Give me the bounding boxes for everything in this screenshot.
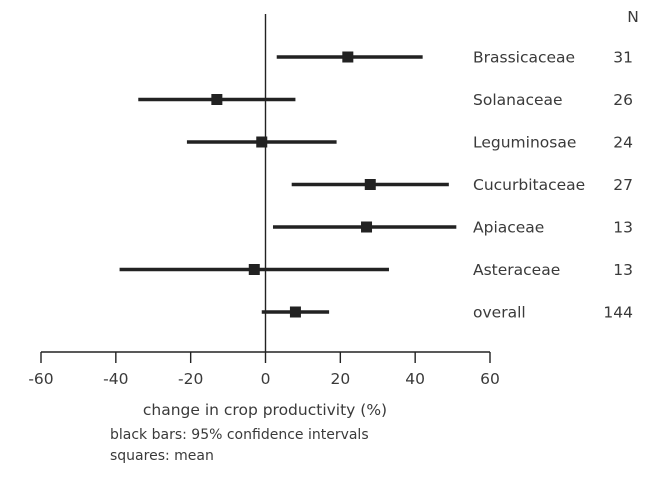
row-n-value: 13	[613, 219, 633, 237]
row-n-value: 13	[613, 261, 633, 279]
row-n-value: 144	[603, 304, 633, 322]
mean-marker	[289, 306, 301, 318]
mean-marker	[211, 94, 223, 105]
x-tick-label: 0	[261, 370, 271, 388]
mean-marker	[361, 221, 373, 233]
row-n-value: 27	[613, 176, 633, 194]
row-label: Apiaceae	[473, 219, 544, 237]
x-tick-label: 20	[330, 370, 350, 388]
n-column-header: N	[627, 8, 639, 26]
x-tick-label: 40	[405, 370, 425, 388]
row-label: Brassicaceae	[473, 49, 575, 67]
x-tick-label: -20	[178, 370, 203, 388]
row-label: overall	[473, 304, 526, 322]
legend-note-squares: squares: mean	[110, 448, 214, 464]
legend-note-bars: black bars: 95% confidence intervals	[110, 427, 369, 443]
forest-row: Leguminosae 24	[186, 134, 633, 152]
row-label: Leguminosae	[473, 134, 576, 152]
mean-marker	[248, 264, 260, 275]
x-tick-label: 60	[480, 370, 500, 388]
rows-layer: Brassicaceae 31 Solanaceae 26 Leguminosae 24 C…	[119, 49, 633, 322]
axis-layer: -60 -40 -20 0 20 40 60	[28, 14, 500, 388]
forest-row: Asteraceae 13	[119, 261, 633, 279]
row-label: Asteraceae	[473, 261, 560, 279]
x-tick-label: -60	[28, 370, 53, 388]
forest-row: Solanaceae 26	[138, 91, 633, 109]
row-label: Solanaceae	[473, 91, 563, 109]
forest-plot: -60 -40 -20 0 20 40 60 Brassicaceae 31 Solanacea…	[28, 8, 639, 419]
row-n-value: 26	[613, 91, 633, 109]
x-axis-title: change in crop productivity (%)	[143, 401, 387, 419]
forest-row: Apiaceae 13	[272, 219, 633, 237]
forest-row: Brassicaceae 31	[276, 49, 633, 67]
forest-row: overall 144	[261, 304, 633, 322]
x-tick-label: -40	[103, 370, 128, 388]
row-label: Cucurbitaceae	[473, 176, 585, 194]
forest-row: Cucurbitaceae 27	[291, 176, 633, 194]
row-n-value: 31	[613, 49, 633, 67]
mean-marker	[364, 179, 376, 190]
mean-marker	[256, 136, 268, 148]
mean-marker	[342, 51, 354, 63]
row-n-value: 24	[613, 134, 633, 152]
